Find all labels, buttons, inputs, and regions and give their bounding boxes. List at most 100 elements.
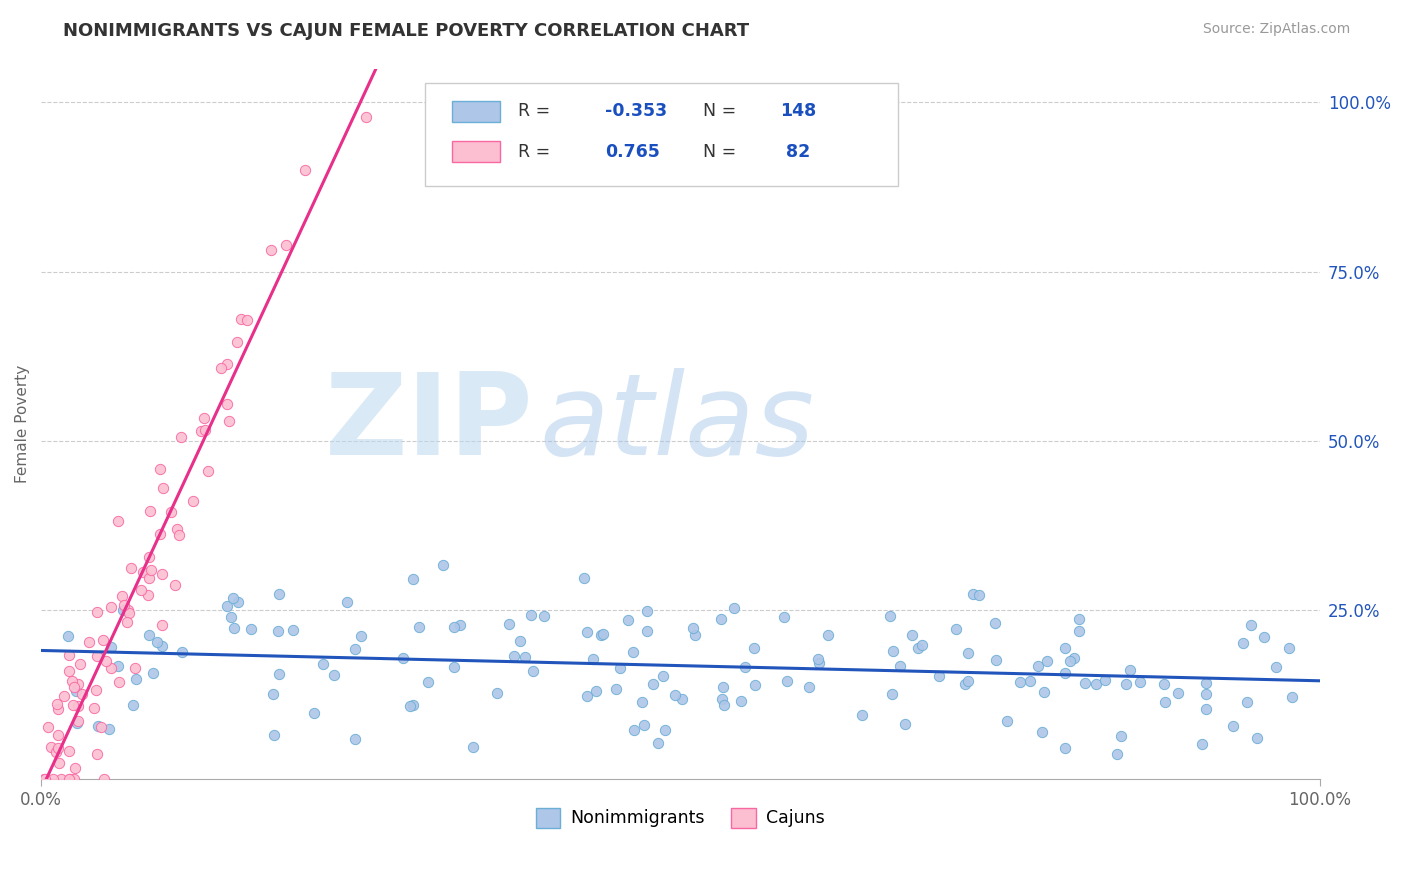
Point bbox=[1246, 731, 1268, 745]
Point bbox=[1074, 676, 1097, 690]
Text: 0.765: 0.765 bbox=[605, 143, 659, 161]
Point bbox=[67, 714, 90, 728]
Point bbox=[734, 659, 756, 673]
Point bbox=[713, 698, 735, 713]
Text: ZIP: ZIP bbox=[325, 368, 533, 479]
Point bbox=[1277, 640, 1299, 655]
Point bbox=[86, 605, 108, 619]
Point bbox=[408, 620, 430, 634]
Point bbox=[77, 635, 100, 649]
Point bbox=[260, 243, 283, 257]
Point bbox=[312, 657, 335, 672]
Point bbox=[967, 588, 990, 602]
Point bbox=[58, 629, 80, 643]
Point bbox=[1129, 674, 1152, 689]
Point bbox=[45, 745, 67, 759]
Point bbox=[236, 313, 259, 327]
Point bbox=[522, 664, 544, 678]
Point bbox=[354, 110, 377, 124]
Point bbox=[1059, 654, 1081, 668]
Point bbox=[1195, 675, 1218, 690]
Point bbox=[432, 558, 454, 572]
Point bbox=[97, 723, 120, 737]
Point bbox=[215, 358, 238, 372]
Point bbox=[48, 756, 70, 771]
Point bbox=[193, 411, 215, 425]
Point bbox=[118, 607, 141, 621]
Point bbox=[401, 572, 423, 586]
Point bbox=[267, 587, 290, 601]
Point bbox=[58, 664, 80, 678]
Point bbox=[122, 698, 145, 712]
Point bbox=[46, 728, 69, 742]
Point bbox=[710, 692, 733, 706]
Point bbox=[160, 505, 183, 519]
Point bbox=[605, 682, 627, 697]
Point bbox=[533, 609, 555, 624]
Point bbox=[37, 721, 59, 735]
Point bbox=[1063, 651, 1085, 665]
Point bbox=[879, 608, 901, 623]
Point bbox=[1240, 618, 1263, 632]
Point bbox=[1084, 677, 1107, 691]
Point bbox=[609, 661, 631, 675]
Point bbox=[1094, 673, 1116, 688]
Point bbox=[443, 660, 465, 674]
Point bbox=[723, 601, 745, 615]
Point bbox=[671, 691, 693, 706]
Point bbox=[152, 481, 174, 495]
Point bbox=[194, 424, 217, 438]
Point bbox=[136, 588, 159, 602]
Point bbox=[62, 698, 84, 712]
Point bbox=[34, 772, 56, 787]
Point bbox=[169, 528, 191, 542]
Point bbox=[1195, 702, 1218, 716]
Point bbox=[111, 590, 134, 604]
Point bbox=[221, 591, 243, 605]
Point bbox=[633, 718, 655, 732]
Text: 148: 148 bbox=[780, 103, 817, 120]
Point bbox=[851, 707, 873, 722]
Point bbox=[112, 598, 135, 612]
Point bbox=[108, 675, 131, 690]
Point bbox=[928, 669, 950, 683]
Point bbox=[945, 622, 967, 636]
Point bbox=[1105, 747, 1128, 761]
Point bbox=[817, 628, 839, 642]
Point bbox=[956, 646, 979, 660]
Point bbox=[575, 624, 598, 639]
Point bbox=[65, 683, 87, 698]
Point bbox=[62, 681, 84, 695]
Point bbox=[269, 667, 291, 681]
Point bbox=[46, 697, 69, 711]
Point bbox=[181, 494, 204, 508]
Point bbox=[42, 772, 65, 787]
Text: -0.353: -0.353 bbox=[605, 103, 666, 120]
Point bbox=[889, 659, 911, 673]
Point bbox=[1032, 685, 1054, 699]
Point bbox=[229, 311, 252, 326]
Point bbox=[654, 723, 676, 737]
Point bbox=[1195, 687, 1218, 701]
Point bbox=[730, 694, 752, 708]
Point bbox=[217, 599, 239, 614]
Point bbox=[1232, 636, 1254, 650]
Point bbox=[215, 396, 238, 410]
Point bbox=[197, 464, 219, 478]
Point bbox=[1222, 719, 1244, 733]
Point bbox=[344, 731, 367, 746]
Point bbox=[1026, 659, 1049, 673]
Point bbox=[93, 772, 115, 787]
Point bbox=[641, 677, 664, 691]
Point bbox=[166, 523, 188, 537]
Y-axis label: Female Poverty: Female Poverty bbox=[15, 365, 30, 483]
Point bbox=[1109, 729, 1132, 743]
Point bbox=[138, 627, 160, 641]
Point bbox=[190, 424, 212, 438]
Point bbox=[149, 526, 172, 541]
Point bbox=[513, 650, 536, 665]
Point bbox=[1253, 630, 1275, 644]
Point bbox=[90, 721, 112, 735]
Text: R =: R = bbox=[517, 143, 555, 161]
Point bbox=[66, 715, 89, 730]
